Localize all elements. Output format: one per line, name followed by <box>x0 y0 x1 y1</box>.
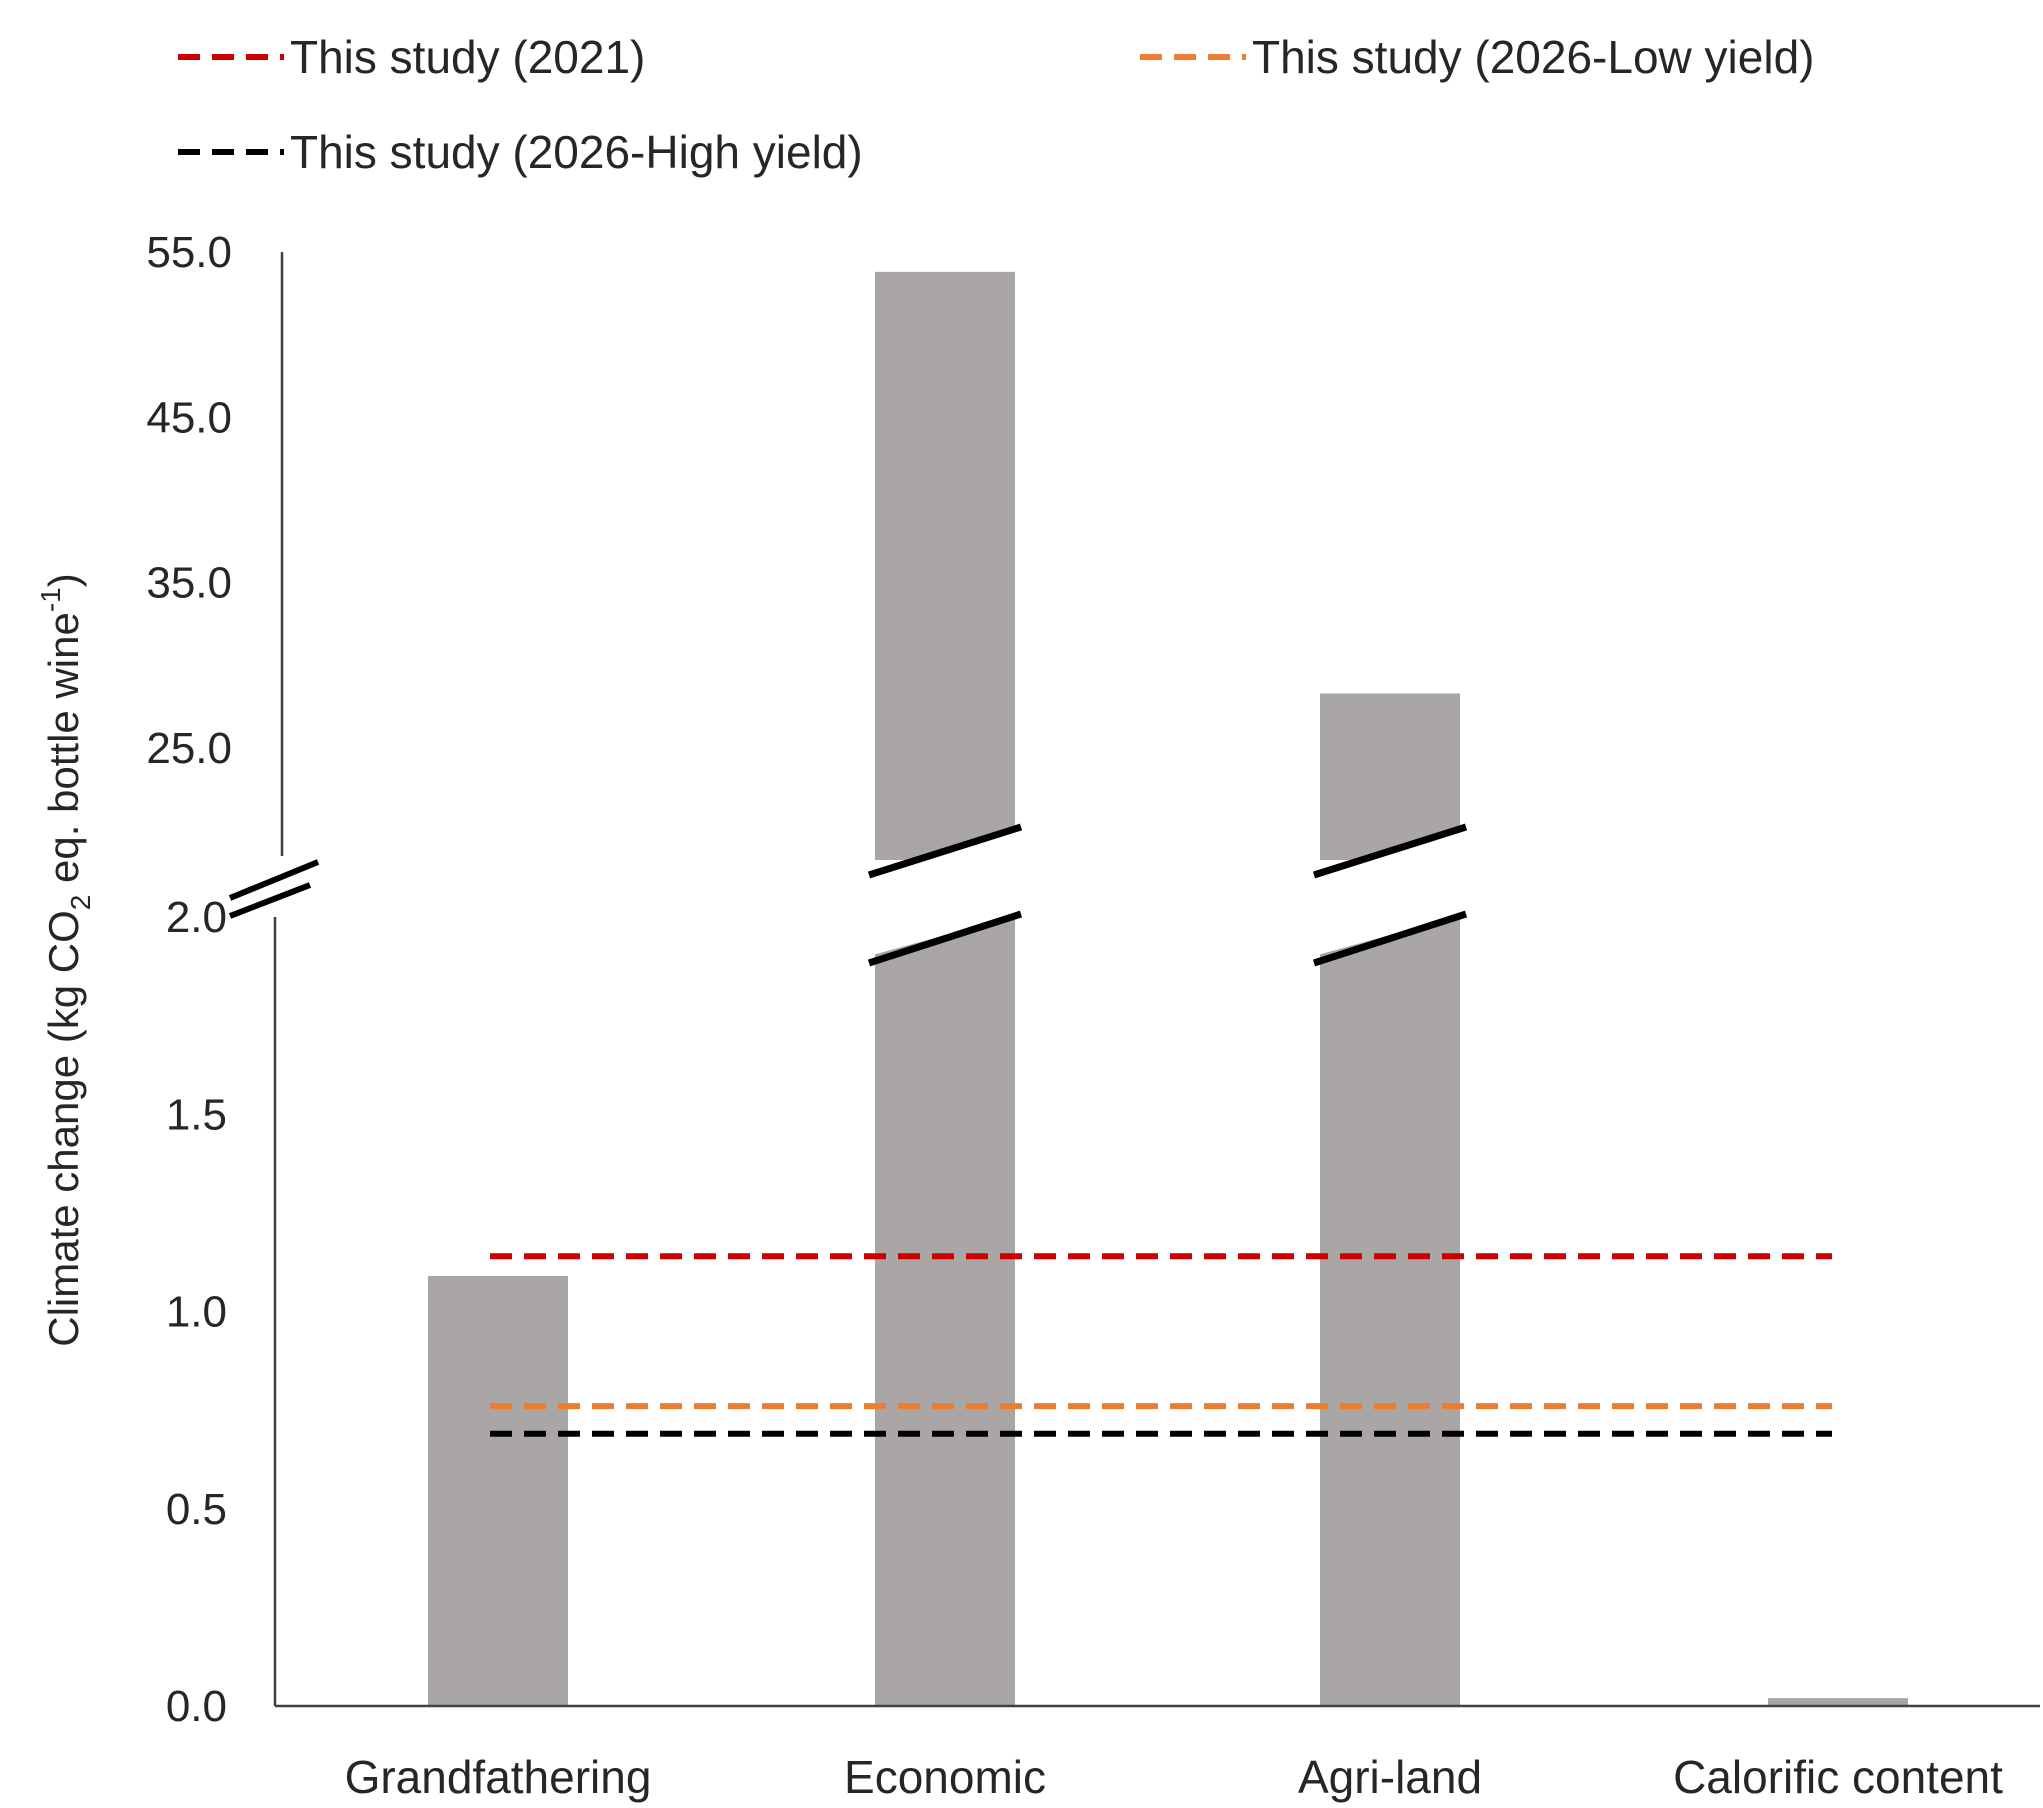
y-tick-label: 0.5 <box>166 1485 227 1534</box>
x-category-labels: Grandfathering Economic Agri-land Calorific… <box>345 1751 2004 1803</box>
legend-label: This study (2026-High yield) <box>290 126 863 178</box>
legend-label: This study (2021) <box>290 31 645 83</box>
x-category-label: Grandfathering <box>345 1751 652 1803</box>
legend: This study (2021) This study (2026-Low yi… <box>178 31 1814 178</box>
bar-break-slash-lower <box>867 910 1023 967</box>
bar-break-slash-lower <box>1312 910 1468 967</box>
bar-economic-lower <box>875 910 1015 1706</box>
bars <box>428 271 1908 1706</box>
y-axis-break-mark-upper <box>228 859 320 901</box>
x-category-label: Agri-land <box>1298 1751 1482 1803</box>
bar-break-gap <box>869 831 1021 956</box>
x-category-label: Economic <box>844 1751 1046 1803</box>
axes <box>228 252 2040 1708</box>
bar-grandfathering <box>428 1275 568 1706</box>
y-axis-label: Climate change (kg CO2 eq. bottle wine-1… <box>35 573 96 1347</box>
bar-calorific-content <box>1768 1698 1908 1706</box>
y-tick-label: 2.0 <box>166 893 227 942</box>
bar-break-marks <box>867 823 1468 967</box>
y-tick-label: 0.0 <box>166 1682 227 1731</box>
reference-lines <box>490 1253 1832 1437</box>
y-tick-labels: 0.0 0.5 1.0 1.5 2.0 25.0 35.0 45.0 55.0 <box>146 228 232 1731</box>
y-tick-label: 55.0 <box>146 228 232 277</box>
y-tick-label: 1.0 <box>166 1288 227 1337</box>
x-category-label: Calorific content <box>1673 1751 2003 1803</box>
bar-break-gap <box>1314 831 1466 956</box>
bar-agri-land-lower <box>1320 910 1460 1706</box>
y-tick-label: 35.0 <box>146 559 232 608</box>
bar-break-slash-upper <box>867 823 1023 879</box>
legend-label: This study (2026-Low yield) <box>1252 31 1814 83</box>
bar-agri-land-upper <box>1320 693 1460 860</box>
y-axis-break-mark-lower <box>228 882 312 919</box>
bar-break-slash-upper <box>1312 823 1468 879</box>
bar-economic-upper <box>875 271 1015 861</box>
y-tick-label: 1.5 <box>166 1090 227 1139</box>
y-tick-label: 45.0 <box>146 393 232 442</box>
y-tick-label: 25.0 <box>146 724 232 773</box>
